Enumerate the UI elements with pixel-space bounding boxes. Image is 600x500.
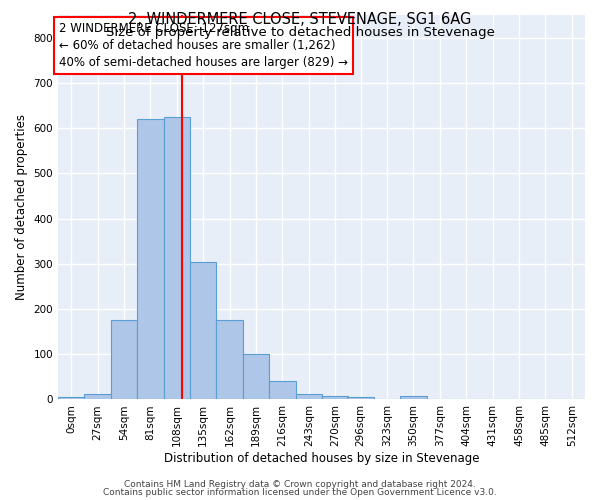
Bar xyxy=(269,382,296,400)
Bar xyxy=(400,396,427,400)
Text: 2, WINDERMERE CLOSE, STEVENAGE, SG1 6AG: 2, WINDERMERE CLOSE, STEVENAGE, SG1 6AG xyxy=(128,12,472,28)
Bar xyxy=(243,354,269,400)
Text: Contains public sector information licensed under the Open Government Licence v3: Contains public sector information licen… xyxy=(103,488,497,497)
Bar xyxy=(58,397,85,400)
Text: Size of property relative to detached houses in Stevenage: Size of property relative to detached ho… xyxy=(106,26,494,39)
Bar xyxy=(217,320,243,400)
Bar xyxy=(347,397,374,400)
Bar xyxy=(85,394,111,400)
Text: Contains HM Land Registry data © Crown copyright and database right 2024.: Contains HM Land Registry data © Crown c… xyxy=(124,480,476,489)
X-axis label: Distribution of detached houses by size in Stevenage: Distribution of detached houses by size … xyxy=(164,452,479,465)
Bar xyxy=(164,117,190,400)
Bar xyxy=(190,262,217,400)
Y-axis label: Number of detached properties: Number of detached properties xyxy=(15,114,28,300)
Bar xyxy=(137,119,164,400)
Text: 2 WINDERMERE CLOSE: 127sqm
← 60% of detached houses are smaller (1,262)
40% of s: 2 WINDERMERE CLOSE: 127sqm ← 60% of deta… xyxy=(59,22,348,69)
Bar xyxy=(111,320,137,400)
Bar xyxy=(296,394,322,400)
Bar xyxy=(322,396,349,400)
